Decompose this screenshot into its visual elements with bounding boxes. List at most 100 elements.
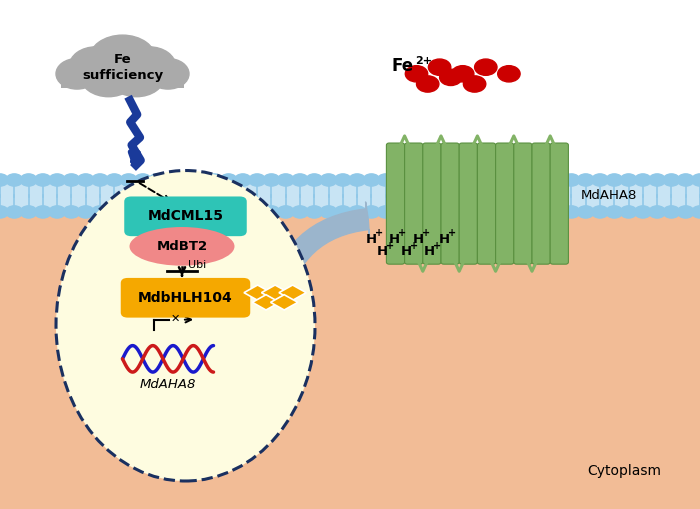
Text: +: + — [422, 228, 430, 238]
FancyBboxPatch shape — [514, 143, 532, 264]
Circle shape — [206, 206, 223, 218]
Circle shape — [6, 174, 22, 186]
Text: MdCML15: MdCML15 — [148, 209, 223, 223]
Circle shape — [206, 174, 223, 186]
Text: Cytoplasm: Cytoplasm — [587, 464, 662, 478]
Circle shape — [535, 174, 552, 186]
Circle shape — [69, 47, 122, 86]
Text: +: + — [374, 228, 383, 238]
Circle shape — [20, 206, 37, 218]
Circle shape — [563, 174, 580, 186]
Circle shape — [56, 59, 98, 89]
Circle shape — [420, 206, 437, 218]
Polygon shape — [262, 285, 288, 300]
Circle shape — [34, 174, 51, 186]
FancyBboxPatch shape — [423, 143, 441, 264]
Text: +: + — [398, 228, 406, 238]
Circle shape — [692, 206, 700, 218]
Circle shape — [377, 206, 394, 218]
Circle shape — [377, 174, 394, 186]
Circle shape — [535, 206, 552, 218]
Circle shape — [634, 206, 651, 218]
Circle shape — [578, 206, 594, 218]
Circle shape — [248, 174, 265, 186]
FancyBboxPatch shape — [120, 278, 251, 318]
Circle shape — [475, 59, 497, 75]
Text: +: + — [386, 241, 394, 251]
Circle shape — [248, 206, 265, 218]
Circle shape — [177, 206, 194, 218]
Circle shape — [678, 174, 694, 186]
Circle shape — [606, 206, 623, 218]
Circle shape — [108, 56, 164, 97]
Circle shape — [49, 206, 66, 218]
Circle shape — [134, 174, 151, 186]
Circle shape — [134, 206, 151, 218]
Circle shape — [491, 206, 508, 218]
Bar — [0, 0, 700, 178]
Circle shape — [63, 206, 80, 218]
Text: MdbHLH104: MdbHLH104 — [138, 291, 233, 305]
Circle shape — [220, 174, 237, 186]
Circle shape — [634, 174, 651, 186]
FancyBboxPatch shape — [550, 143, 568, 264]
Text: H: H — [413, 233, 424, 246]
Polygon shape — [252, 295, 280, 310]
Circle shape — [391, 206, 408, 218]
Circle shape — [163, 206, 180, 218]
Circle shape — [449, 174, 466, 186]
Circle shape — [106, 206, 122, 218]
Text: H: H — [400, 245, 412, 259]
Circle shape — [349, 174, 365, 186]
Circle shape — [148, 174, 165, 186]
Circle shape — [6, 206, 22, 218]
Circle shape — [592, 174, 608, 186]
Circle shape — [663, 174, 680, 186]
Circle shape — [452, 66, 474, 82]
Ellipse shape — [130, 227, 234, 266]
Circle shape — [520, 206, 537, 218]
Circle shape — [49, 174, 66, 186]
Circle shape — [292, 174, 309, 186]
Circle shape — [34, 206, 51, 218]
Circle shape — [649, 174, 666, 186]
Circle shape — [477, 174, 494, 186]
Circle shape — [120, 206, 137, 218]
Circle shape — [549, 206, 566, 218]
FancyBboxPatch shape — [125, 196, 246, 236]
Text: MdAHA8: MdAHA8 — [581, 189, 638, 203]
Circle shape — [678, 206, 694, 218]
Circle shape — [106, 174, 122, 186]
Circle shape — [420, 174, 437, 186]
Circle shape — [620, 174, 637, 186]
Circle shape — [192, 174, 209, 186]
Circle shape — [405, 66, 428, 82]
Circle shape — [363, 174, 380, 186]
FancyBboxPatch shape — [477, 143, 496, 264]
Circle shape — [20, 174, 37, 186]
Circle shape — [449, 206, 466, 218]
Circle shape — [435, 174, 452, 186]
Circle shape — [592, 206, 608, 218]
Circle shape — [463, 174, 480, 186]
Circle shape — [77, 174, 94, 186]
Circle shape — [435, 206, 452, 218]
Circle shape — [292, 206, 309, 218]
Polygon shape — [279, 285, 307, 300]
Circle shape — [63, 174, 80, 186]
Text: H: H — [365, 233, 377, 246]
Circle shape — [416, 76, 439, 92]
FancyBboxPatch shape — [459, 143, 477, 264]
Text: +: + — [448, 228, 456, 238]
Circle shape — [363, 206, 380, 218]
Circle shape — [192, 206, 209, 218]
Circle shape — [120, 174, 137, 186]
Ellipse shape — [56, 171, 315, 481]
Circle shape — [77, 206, 94, 218]
Circle shape — [177, 174, 194, 186]
Circle shape — [692, 174, 700, 186]
Circle shape — [277, 174, 294, 186]
Circle shape — [440, 69, 462, 86]
Circle shape — [92, 174, 108, 186]
Circle shape — [306, 206, 323, 218]
